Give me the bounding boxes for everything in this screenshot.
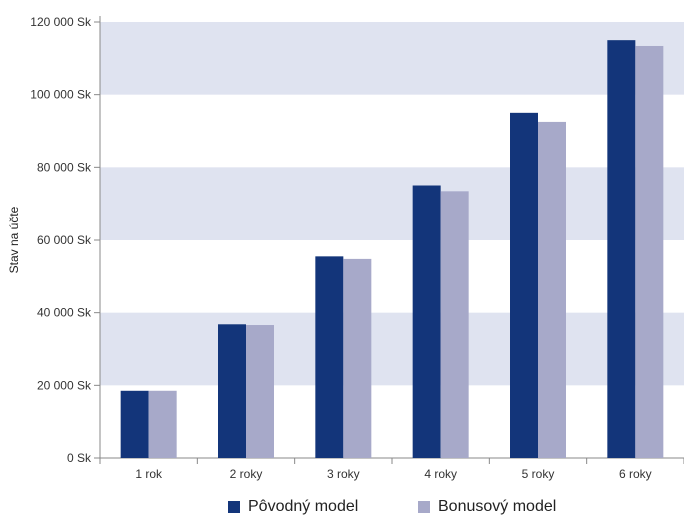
y-axis-ticks: 0 Sk 20 000 Sk 40 000 Sk 60 000 Sk 80 000 Sk… xyxy=(30,15,100,465)
legend-label-series-1: Pôvodný model xyxy=(248,498,359,515)
y-tick-label: 60 000 Sk xyxy=(37,233,92,247)
legend: Pôvodný model Bonusový model xyxy=(0,498,684,520)
y-tick-label: 80 000 Sk xyxy=(37,160,92,174)
bar-povodny-model xyxy=(510,112,538,458)
grid-bands xyxy=(100,22,684,386)
x-tick-label: 5 roky xyxy=(522,467,555,481)
grid-band xyxy=(100,167,684,240)
y-tick-label: 20 000 Sk xyxy=(37,378,92,392)
legend-item-series-1: Pôvodný model xyxy=(228,498,358,516)
bar-povodny-model xyxy=(315,256,344,458)
bar-bonusovy-model xyxy=(440,191,469,458)
y-tick-label: 120 000 Sk xyxy=(30,15,92,29)
bars xyxy=(120,40,664,459)
legend-swatch-series-2 xyxy=(418,501,430,513)
bar-bonusovy-model xyxy=(246,325,274,458)
x-tick-label: 2 roky xyxy=(230,467,263,481)
x-axis-ticks: 1 rok 2 roky 3 roky 4 roky 5 roky 6 roky xyxy=(99,458,684,481)
bar-bonusovy-model xyxy=(148,390,177,458)
legend-swatch-series-1 xyxy=(228,501,240,513)
bar-povodny-model xyxy=(412,185,441,458)
grid-band xyxy=(100,312,684,386)
x-tick-label: 6 roky xyxy=(619,467,652,481)
bar-povodny-model xyxy=(120,390,149,458)
x-tick-label: 1 rok xyxy=(135,467,163,481)
bar-povodny-model xyxy=(218,324,246,458)
bar-bonusovy-model xyxy=(343,258,372,458)
x-tick-label: 4 roky xyxy=(424,467,457,481)
x-tick-label: 3 roky xyxy=(327,467,360,481)
y-tick-label: 100 000 Sk xyxy=(30,88,92,102)
bar-povodny-model xyxy=(607,40,636,459)
y-tick-label: 40 000 Sk xyxy=(37,306,92,320)
bar-bonusovy-model xyxy=(538,121,566,459)
legend-item-series-2: Bonusový model xyxy=(418,498,556,516)
legend-label-series-2: Bonusový model xyxy=(438,498,557,515)
y-tick-label: 0 Sk xyxy=(67,451,92,465)
grid-band xyxy=(100,22,684,95)
bar-bonusovy-model xyxy=(635,45,664,458)
y-axis-label: Stav na účte xyxy=(7,206,21,273)
